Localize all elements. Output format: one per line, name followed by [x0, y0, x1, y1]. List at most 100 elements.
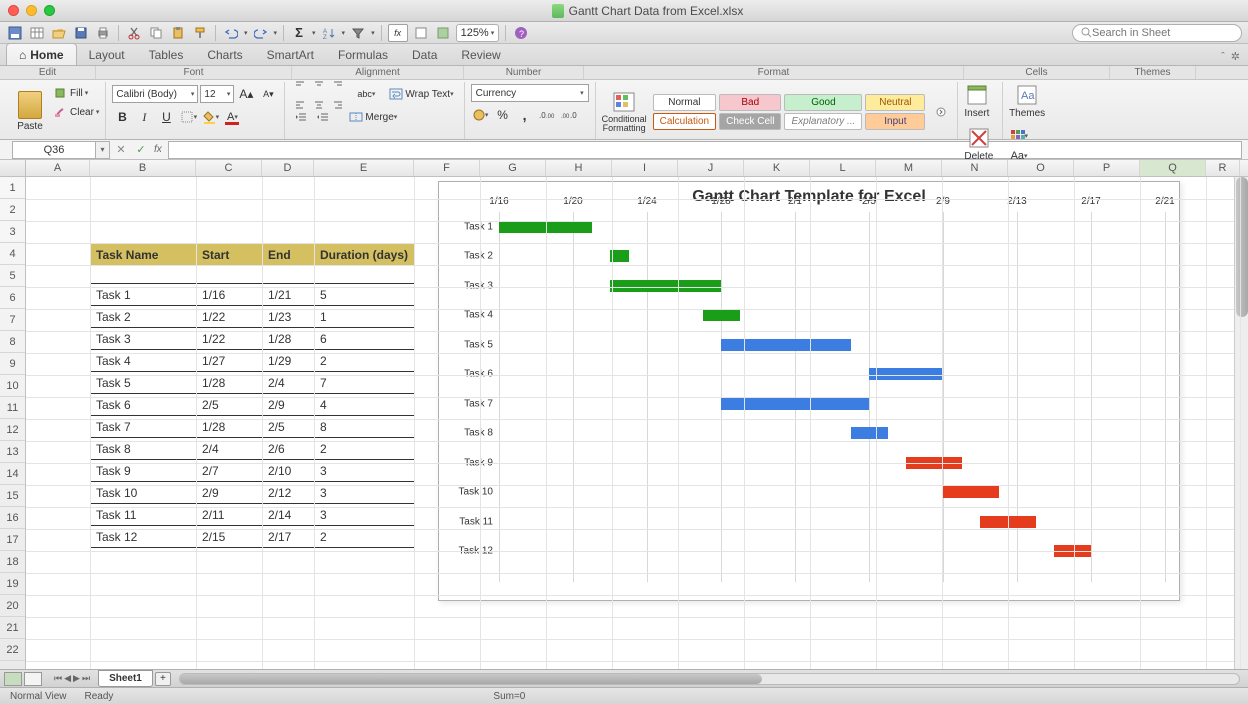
col-header-J[interactable]: J [678, 160, 744, 176]
row-header-4[interactable]: 4 [0, 243, 25, 265]
col-header-P[interactable]: P [1074, 160, 1140, 176]
print-icon[interactable] [94, 24, 112, 42]
row-header-14[interactable]: 14 [0, 463, 25, 485]
zoom-selector[interactable]: 125%▾ [456, 24, 500, 42]
underline-button[interactable]: U [156, 108, 176, 126]
number-format-selector[interactable]: Currency▾ [471, 84, 589, 102]
autosum-dropdown[interactable]: ▾ [312, 29, 316, 37]
wrap-text-button[interactable]: Wrap Text▾ [385, 85, 457, 103]
row-header-21[interactable]: 21 [0, 617, 25, 639]
clear-icon[interactable] [52, 104, 68, 120]
row-header-6[interactable]: 6 [0, 287, 25, 309]
gantt-bar[interactable] [721, 339, 851, 351]
col-header-Q[interactable]: Q [1140, 160, 1206, 176]
vertical-scrollbar[interactable] [1234, 177, 1248, 669]
col-header-K[interactable]: K [744, 160, 810, 176]
row-header-13[interactable]: 13 [0, 441, 25, 463]
conditional-formatting-button[interactable]: ConditionalFormatting [602, 91, 647, 133]
fill-label[interactable]: Fill [70, 88, 83, 99]
clear-label[interactable]: Clear [70, 107, 94, 118]
tab-charts[interactable]: Charts [195, 44, 254, 65]
tab-smartart[interactable]: SmartArt [255, 44, 326, 65]
style-checkcell[interactable]: Check Cell [719, 113, 781, 130]
ribbon-collapse-icon[interactable]: ˆ [1221, 51, 1225, 63]
currency-icon[interactable]: ▾ [471, 106, 491, 124]
style-good[interactable]: Good [784, 94, 862, 111]
border-button[interactable]: ▾ [178, 108, 198, 126]
align-top-right-icon[interactable] [329, 76, 347, 94]
tab-data[interactable]: Data [400, 44, 449, 65]
undo-icon[interactable] [222, 24, 240, 42]
sort-icon[interactable]: AZ [320, 24, 338, 42]
themes-button[interactable]: Aa Themes [1009, 84, 1045, 119]
theme-colors-icon[interactable]: ▾ [1009, 127, 1029, 145]
col-header-L[interactable]: L [810, 160, 876, 176]
search-box[interactable] [1072, 24, 1242, 42]
tab-tables[interactable]: Tables [137, 44, 196, 65]
col-header-N[interactable]: N [942, 160, 1008, 176]
row-header-9[interactable]: 9 [0, 353, 25, 375]
insert-button[interactable]: Insert [964, 84, 989, 119]
tab-formulas[interactable]: Formulas [326, 44, 400, 65]
add-sheet-button[interactable]: + [155, 672, 171, 686]
fill-icon[interactable] [52, 85, 68, 101]
col-header-A[interactable]: A [26, 160, 90, 176]
style-calculation[interactable]: Calculation [653, 113, 716, 130]
style-explanatory[interactable]: Explanatory ... [784, 113, 862, 130]
close-window-button[interactable] [8, 5, 19, 16]
format-painter-icon[interactable] [191, 24, 209, 42]
row-header-10[interactable]: 10 [0, 375, 25, 397]
name-box-dropdown[interactable]: ▾ [96, 141, 110, 159]
style-neutral[interactable]: Neutral [865, 94, 925, 111]
redo-dropdown[interactable]: ▾ [274, 29, 278, 37]
col-header-C[interactable]: C [196, 160, 262, 176]
font-size-selector[interactable]: 12▾ [200, 85, 234, 103]
filter-dropdown[interactable]: ▾ [371, 29, 375, 37]
row-header-1[interactable]: 1 [0, 177, 25, 199]
fx-label[interactable]: fx [154, 144, 162, 155]
style-input[interactable]: Input [865, 113, 925, 130]
gantt-bar[interactable] [943, 486, 999, 498]
row-header-18[interactable]: 18 [0, 551, 25, 573]
merge-button[interactable]: Merge▾ [345, 108, 401, 126]
tab-home[interactable]: ⌂Home [6, 43, 77, 65]
row-header-2[interactable]: 2 [0, 199, 25, 221]
col-header-E[interactable]: E [314, 160, 414, 176]
search-input[interactable] [1092, 27, 1233, 39]
workbook-icon[interactable] [28, 24, 46, 42]
name-box[interactable]: Q36 [12, 141, 96, 159]
sheet-first-icon[interactable]: ⏮ [54, 673, 62, 684]
zoom-window-button[interactable] [44, 5, 55, 16]
styles-more-icon[interactable] [931, 103, 951, 121]
gantt-bar[interactable] [851, 427, 888, 439]
row-header-11[interactable]: 11 [0, 397, 25, 419]
save-icon[interactable] [6, 24, 24, 42]
orientation-button[interactable]: abc▾ [349, 85, 383, 103]
copy-icon[interactable] [147, 24, 165, 42]
row-header-19[interactable]: 19 [0, 573, 25, 595]
col-header-B[interactable]: B [90, 160, 196, 176]
col-header-R[interactable]: R [1206, 160, 1240, 176]
row-header-8[interactable]: 8 [0, 331, 25, 353]
formula-input[interactable] [168, 141, 1242, 159]
fill-color-button[interactable]: ▾ [200, 108, 220, 126]
sheet-next-icon[interactable]: ▶ [73, 673, 80, 684]
sheet-last-icon[interactable]: ⏭ [82, 673, 90, 684]
row-header-3[interactable]: 3 [0, 221, 25, 243]
style-bad[interactable]: Bad [719, 94, 781, 111]
sheet-tab-active[interactable]: Sheet1 [98, 670, 153, 687]
row-header-17[interactable]: 17 [0, 529, 25, 551]
col-header-F[interactable]: F [414, 160, 480, 176]
align-top-left-icon[interactable] [291, 76, 309, 94]
fill-dropdown[interactable]: ▾ [85, 89, 89, 97]
ribbon-settings-icon[interactable]: ✲ [1231, 50, 1240, 63]
show-formula-icon[interactable]: fx [388, 24, 408, 42]
row-header-16[interactable]: 16 [0, 507, 25, 529]
increase-decimal-icon[interactable]: .0.00 [537, 106, 557, 124]
col-header-M[interactable]: M [876, 160, 942, 176]
percent-icon[interactable]: % [493, 106, 513, 124]
minimize-window-button[interactable] [26, 5, 37, 16]
row-header-15[interactable]: 15 [0, 485, 25, 507]
enter-icon[interactable]: ✓ [132, 141, 150, 159]
redo-icon[interactable] [252, 24, 270, 42]
